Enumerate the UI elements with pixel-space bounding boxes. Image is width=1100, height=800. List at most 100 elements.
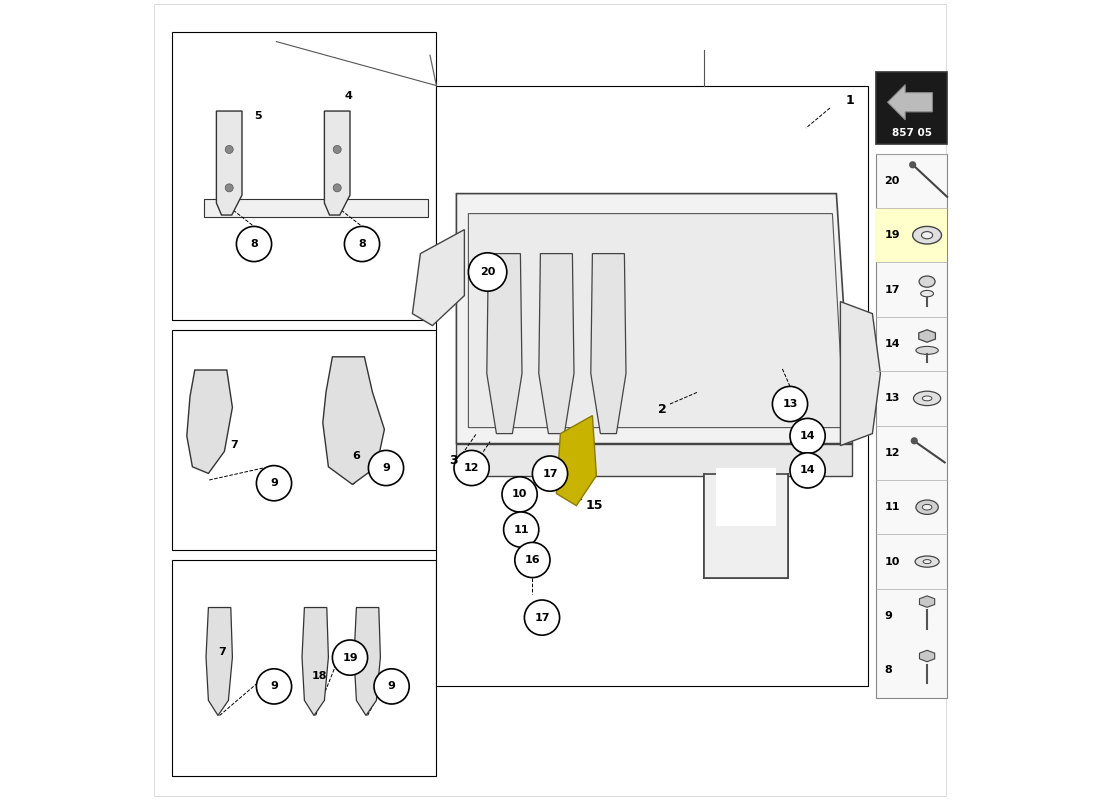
- Polygon shape: [469, 214, 845, 427]
- Text: 14: 14: [800, 466, 815, 475]
- Polygon shape: [324, 111, 350, 215]
- Ellipse shape: [922, 396, 932, 401]
- Circle shape: [368, 450, 404, 486]
- Circle shape: [515, 542, 550, 578]
- Ellipse shape: [915, 556, 939, 567]
- Circle shape: [790, 453, 825, 488]
- Polygon shape: [888, 85, 933, 120]
- Text: 10: 10: [512, 490, 527, 499]
- Polygon shape: [920, 596, 935, 607]
- Text: 2: 2: [658, 403, 667, 416]
- Text: EURO
PARTES: EURO PARTES: [593, 278, 827, 394]
- Circle shape: [374, 669, 409, 704]
- Polygon shape: [322, 357, 384, 484]
- Bar: [437, 86, 868, 686]
- Text: 11: 11: [514, 525, 529, 534]
- Circle shape: [504, 512, 539, 547]
- Polygon shape: [557, 416, 596, 506]
- Text: 15: 15: [585, 499, 603, 512]
- Bar: [877, 154, 947, 698]
- Polygon shape: [456, 194, 852, 443]
- Text: 8: 8: [884, 666, 892, 675]
- Bar: [173, 32, 437, 320]
- Circle shape: [256, 466, 292, 501]
- Text: 9: 9: [382, 463, 389, 473]
- Text: 12: 12: [464, 463, 480, 473]
- Text: 13: 13: [884, 394, 900, 403]
- Bar: [173, 560, 437, 776]
- Polygon shape: [354, 607, 381, 715]
- Ellipse shape: [921, 290, 934, 297]
- Text: 20: 20: [884, 176, 900, 186]
- Text: 13: 13: [782, 399, 797, 409]
- Text: 6: 6: [352, 451, 361, 461]
- Polygon shape: [187, 370, 232, 474]
- Bar: [704, 474, 789, 578]
- Polygon shape: [920, 650, 935, 662]
- Text: 4: 4: [344, 91, 352, 101]
- Polygon shape: [591, 254, 626, 434]
- Text: 14: 14: [800, 431, 815, 441]
- Polygon shape: [918, 330, 935, 342]
- Bar: [877, 208, 947, 262]
- Text: 8: 8: [250, 239, 257, 249]
- Ellipse shape: [913, 226, 942, 244]
- Ellipse shape: [916, 346, 938, 354]
- Polygon shape: [206, 607, 232, 715]
- Circle shape: [469, 253, 507, 291]
- Circle shape: [525, 600, 560, 635]
- Text: 1: 1: [846, 94, 855, 106]
- Circle shape: [332, 640, 367, 675]
- Circle shape: [236, 226, 272, 262]
- Text: 7: 7: [218, 647, 226, 657]
- Circle shape: [256, 669, 292, 704]
- Text: 9: 9: [387, 682, 396, 691]
- Polygon shape: [302, 607, 329, 715]
- Text: 17: 17: [884, 285, 900, 294]
- Text: 17: 17: [542, 469, 558, 478]
- Text: 16: 16: [525, 555, 540, 565]
- Polygon shape: [539, 254, 574, 434]
- Text: 18: 18: [312, 671, 328, 681]
- Text: 12: 12: [884, 448, 900, 458]
- Bar: [173, 330, 437, 550]
- Circle shape: [333, 146, 341, 154]
- Circle shape: [790, 418, 825, 454]
- Text: a passion for
parts since 1985: a passion for parts since 1985: [471, 400, 708, 528]
- Bar: [716, 468, 777, 526]
- Ellipse shape: [913, 391, 940, 406]
- Text: 20: 20: [480, 267, 495, 277]
- Text: 19: 19: [342, 653, 358, 662]
- Bar: [877, 72, 947, 144]
- Polygon shape: [217, 111, 242, 215]
- Ellipse shape: [923, 560, 931, 563]
- Text: 17: 17: [535, 613, 550, 622]
- Polygon shape: [456, 443, 852, 475]
- Circle shape: [772, 386, 807, 422]
- Circle shape: [454, 450, 490, 486]
- Text: 10: 10: [884, 557, 900, 566]
- Ellipse shape: [922, 504, 932, 510]
- Ellipse shape: [909, 161, 916, 168]
- Ellipse shape: [916, 500, 938, 514]
- Polygon shape: [487, 254, 522, 434]
- Circle shape: [226, 146, 233, 154]
- Polygon shape: [412, 230, 464, 326]
- Text: 5: 5: [254, 111, 262, 121]
- Text: 3: 3: [450, 454, 459, 466]
- Polygon shape: [840, 302, 880, 446]
- Text: 11: 11: [884, 502, 900, 512]
- Circle shape: [333, 184, 341, 192]
- Circle shape: [344, 226, 380, 262]
- Circle shape: [532, 456, 568, 491]
- Text: 7: 7: [230, 440, 238, 450]
- Ellipse shape: [922, 231, 933, 238]
- Text: 857 05: 857 05: [892, 128, 932, 138]
- Text: 8: 8: [359, 239, 366, 249]
- Text: 19: 19: [884, 230, 900, 240]
- Text: 9: 9: [271, 478, 278, 488]
- Text: 9: 9: [884, 611, 892, 621]
- Ellipse shape: [911, 437, 917, 445]
- Circle shape: [502, 477, 537, 512]
- Circle shape: [226, 184, 233, 192]
